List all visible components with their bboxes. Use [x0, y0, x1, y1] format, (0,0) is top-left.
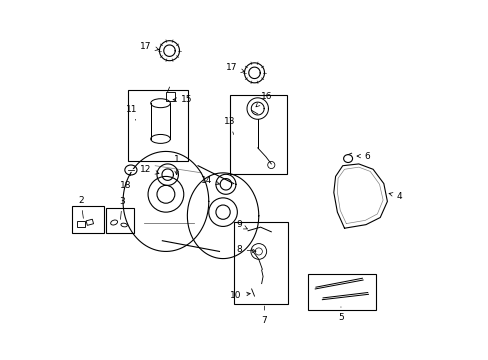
Text: 5: 5	[337, 307, 343, 322]
Text: 7: 7	[261, 306, 267, 325]
Text: 4: 4	[388, 192, 401, 201]
Text: 16: 16	[256, 93, 271, 107]
Text: 12: 12	[140, 165, 159, 174]
Text: 6: 6	[356, 152, 369, 161]
Text: 13: 13	[224, 117, 235, 135]
Text: 15: 15	[173, 95, 192, 104]
Bar	[165, 92, 175, 101]
Text: 3: 3	[119, 197, 125, 219]
Text: 11: 11	[126, 105, 138, 120]
Text: 14: 14	[201, 176, 219, 185]
Text: 2: 2	[78, 196, 83, 218]
Text: 9: 9	[235, 220, 247, 229]
Text: 18: 18	[120, 174, 131, 190]
Text: 8: 8	[235, 245, 255, 254]
Text: 1: 1	[173, 155, 179, 175]
Text: 17: 17	[140, 41, 159, 50]
Bar	[86, 219, 93, 225]
Text: 17: 17	[225, 63, 244, 72]
Text: 10: 10	[230, 291, 250, 300]
Bar	[77, 221, 85, 227]
